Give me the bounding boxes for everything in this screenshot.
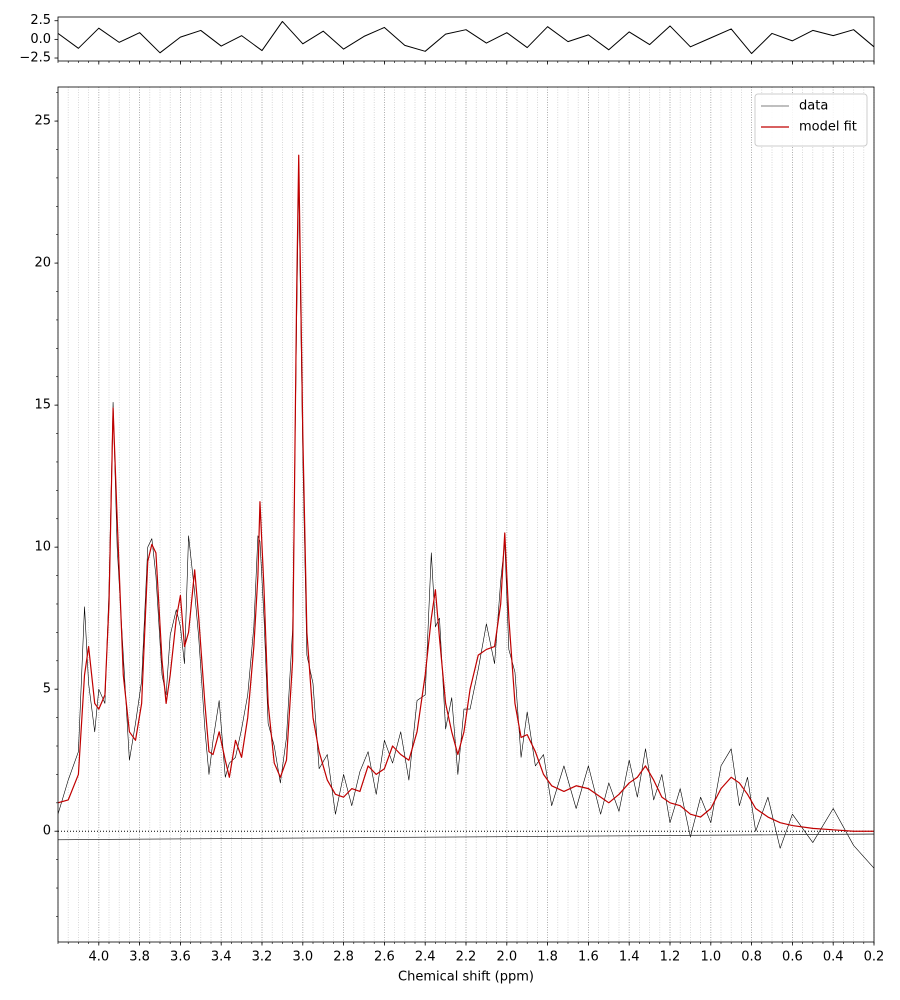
x-tick-label: 0.2	[864, 950, 885, 965]
plot-area	[58, 20, 874, 55]
x-tick-label: 1.6	[578, 950, 599, 965]
x-tick-label: 1.4	[619, 950, 640, 965]
x-tick-label: 0.6	[782, 950, 803, 965]
legend-box	[754, 93, 868, 147]
y-tick-label: 15	[34, 398, 51, 413]
x-tick-label: 2.8	[333, 950, 354, 965]
x-tick-label: 3.8	[129, 950, 150, 965]
x-tick-label: 2.0	[496, 950, 517, 965]
x-tick-label: 1.0	[700, 950, 721, 965]
y-tick-label: 0.0	[30, 32, 51, 47]
x-tick-label: 0.4	[823, 950, 844, 965]
legend-label: model fit	[799, 120, 857, 135]
x-tick-label: 3.6	[170, 950, 191, 965]
x-tick-label: 2.4	[415, 950, 436, 965]
series-line	[58, 154, 874, 832]
x-tick-label: 3.4	[211, 950, 232, 965]
x-tick-label: 2.2	[456, 950, 477, 965]
x-tick-label: 1.2	[660, 950, 681, 965]
y-tick-label: 0	[43, 824, 51, 839]
legend-label: data	[799, 99, 828, 114]
x-tick-label: 4.0	[88, 950, 109, 965]
y-tick-label: −2.5	[19, 51, 51, 66]
y-tick-label: 5	[43, 682, 51, 697]
axes-frame	[57, 16, 875, 62]
x-tick-label: 3.0	[292, 950, 313, 965]
y-tick-label: 10	[34, 540, 51, 555]
y-tick-label: 2.5	[30, 13, 51, 28]
y-tick-label: 25	[34, 114, 51, 129]
plot-area	[58, 154, 874, 869]
axes-frame	[57, 86, 875, 943]
x-tick-label: 2.6	[374, 950, 395, 965]
y-tick-label: 20	[34, 256, 51, 271]
x-axis-label: Chemical shift (ppm)	[398, 970, 534, 985]
x-tick-label: 0.8	[741, 950, 762, 965]
series-line	[58, 833, 874, 841]
x-tick-label: 1.8	[537, 950, 558, 965]
series-line	[58, 20, 874, 55]
x-tick-label: 3.2	[252, 950, 273, 965]
